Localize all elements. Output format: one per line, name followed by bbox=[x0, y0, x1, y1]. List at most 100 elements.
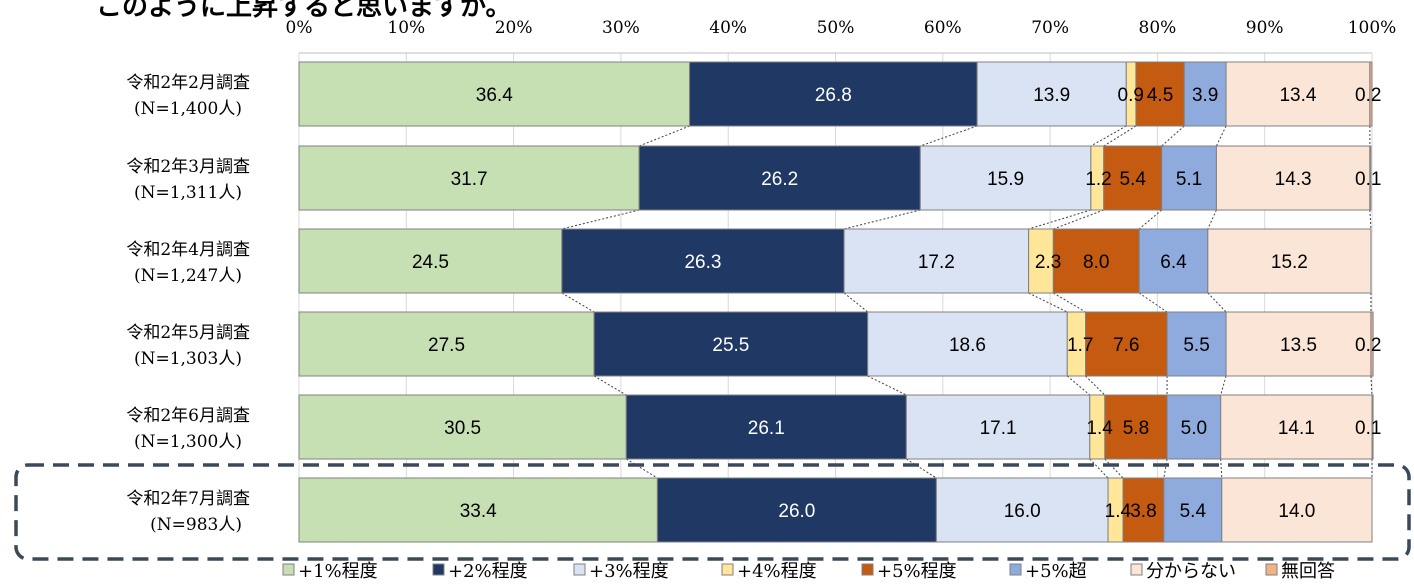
series-connector-line bbox=[1163, 458, 1168, 479]
bar-segment bbox=[1135, 61, 1185, 127]
series-connector-line bbox=[843, 292, 869, 313]
x-tick-label: 90% bbox=[1246, 18, 1284, 38]
bar-segment bbox=[298, 477, 658, 543]
chart-title-fragment: このように上昇すると思いますか。 bbox=[96, 0, 512, 22]
data-label: 7.6 bbox=[1113, 335, 1139, 356]
series-connector-line bbox=[1028, 209, 1092, 230]
bar-segment bbox=[1371, 394, 1374, 460]
x-tick-label: 50% bbox=[817, 18, 855, 38]
data-label: 14.1 bbox=[1278, 418, 1315, 439]
series-connector-line bbox=[867, 375, 907, 396]
bar-segment bbox=[1225, 61, 1371, 127]
category-sample-size: (N=1,303人) bbox=[134, 349, 242, 369]
series-connector-line bbox=[1161, 125, 1185, 147]
series-connector-line bbox=[920, 125, 978, 147]
bar-segment bbox=[1138, 228, 1209, 294]
data-label: 2.3 bbox=[1035, 252, 1061, 273]
bar-segment bbox=[867, 311, 1068, 377]
data-label: 17.2 bbox=[918, 252, 955, 273]
series-connector-line bbox=[593, 375, 627, 396]
data-label: 5.0 bbox=[1181, 418, 1207, 439]
x-tick-label: 40% bbox=[709, 18, 747, 38]
legend-label: +5%超 bbox=[1025, 561, 1087, 582]
data-label: 14.3 bbox=[1275, 169, 1312, 190]
series-connector-line bbox=[1207, 209, 1217, 230]
category-label: 令和2年3月調査 bbox=[126, 157, 250, 177]
data-label: 13.5 bbox=[1280, 335, 1317, 356]
data-label: 31.7 bbox=[451, 169, 488, 190]
bar-segment bbox=[1163, 477, 1223, 543]
series-connector-line bbox=[1215, 125, 1227, 147]
bar-segment bbox=[1220, 394, 1373, 460]
series-connector-line bbox=[1053, 209, 1104, 230]
bar-segment bbox=[625, 394, 907, 460]
legend-label: +2%程度 bbox=[448, 561, 528, 582]
data-label: 5.4 bbox=[1120, 169, 1147, 190]
data-label: 26.0 bbox=[778, 501, 815, 522]
bar-segment bbox=[1166, 311, 1227, 377]
data-label: 16.0 bbox=[1004, 501, 1041, 522]
series-connector-line bbox=[1066, 375, 1091, 396]
series-connector-line bbox=[843, 209, 921, 230]
data-label: 17.1 bbox=[980, 418, 1017, 439]
series-connector-line bbox=[1089, 458, 1109, 479]
bar-segment bbox=[1085, 311, 1168, 377]
data-label: 15.2 bbox=[1271, 252, 1308, 273]
series-connector-line bbox=[1085, 375, 1106, 396]
category-label: 令和2年4月調査 bbox=[126, 240, 250, 260]
data-label: 1.4 bbox=[1105, 501, 1132, 522]
category-sample-size: (N=1,300人) bbox=[134, 432, 242, 452]
category-label: 令和2年5月調査 bbox=[126, 323, 250, 343]
data-label: 25.5 bbox=[712, 335, 749, 356]
data-label: 13.4 bbox=[1279, 85, 1316, 106]
bar-segment bbox=[298, 311, 595, 377]
bar-segment bbox=[656, 477, 937, 543]
series-connector-line bbox=[1207, 292, 1227, 313]
legend-label: +1%程度 bbox=[298, 561, 378, 582]
legend-swatch bbox=[432, 563, 445, 576]
bar-segment bbox=[1215, 145, 1371, 211]
series-connector-line bbox=[906, 458, 937, 479]
category-sample-size: (N=1,400人) bbox=[134, 99, 242, 119]
series-connector-line bbox=[1090, 125, 1127, 147]
legend-swatch bbox=[1009, 563, 1022, 576]
x-tick-label: 100% bbox=[1348, 18, 1397, 38]
legend-label: +3%程度 bbox=[589, 561, 669, 582]
bar-segment bbox=[1225, 311, 1372, 377]
data-label: 3.8 bbox=[1130, 501, 1156, 522]
x-tick-label: 0% bbox=[286, 18, 313, 38]
series-connector-line bbox=[1028, 292, 1068, 313]
data-label: 0.2 bbox=[1355, 85, 1381, 106]
series-connector-line bbox=[561, 209, 640, 230]
bar-segment bbox=[843, 228, 1030, 294]
data-label: 26.2 bbox=[761, 169, 798, 190]
series-connector-line bbox=[1220, 458, 1223, 479]
data-label: 6.4 bbox=[1160, 252, 1187, 273]
legend-swatch bbox=[721, 563, 734, 576]
category-label: 令和2年6月調査 bbox=[126, 406, 250, 426]
series-connector-line bbox=[1138, 209, 1163, 230]
legend-swatch bbox=[1265, 563, 1278, 576]
bar-segment bbox=[1370, 311, 1374, 377]
bar-segment bbox=[638, 145, 921, 211]
bar-segment bbox=[1369, 145, 1372, 211]
bar-segment bbox=[1052, 228, 1140, 294]
data-label: 0.1 bbox=[1355, 169, 1381, 190]
data-label: 36.4 bbox=[476, 85, 513, 106]
data-label: 30.5 bbox=[444, 418, 481, 439]
data-label: 1.4 bbox=[1086, 418, 1113, 439]
data-label: 0.2 bbox=[1355, 335, 1381, 356]
series-connector-line bbox=[561, 292, 595, 313]
data-label: 0.9 bbox=[1118, 85, 1144, 106]
category-sample-size: (N=1,247人) bbox=[134, 266, 242, 286]
x-tick-label: 70% bbox=[1031, 18, 1069, 38]
category-label: 令和2年7月調査 bbox=[126, 489, 250, 509]
x-tick-label: 10% bbox=[387, 18, 425, 38]
legend-swatch bbox=[1130, 563, 1143, 576]
category-label: 令和2年2月調査 bbox=[126, 73, 250, 93]
bar-segment bbox=[593, 311, 869, 377]
data-label: 1.2 bbox=[1085, 169, 1111, 190]
data-label: 5.1 bbox=[1176, 169, 1202, 190]
x-tick-label: 20% bbox=[495, 18, 533, 38]
